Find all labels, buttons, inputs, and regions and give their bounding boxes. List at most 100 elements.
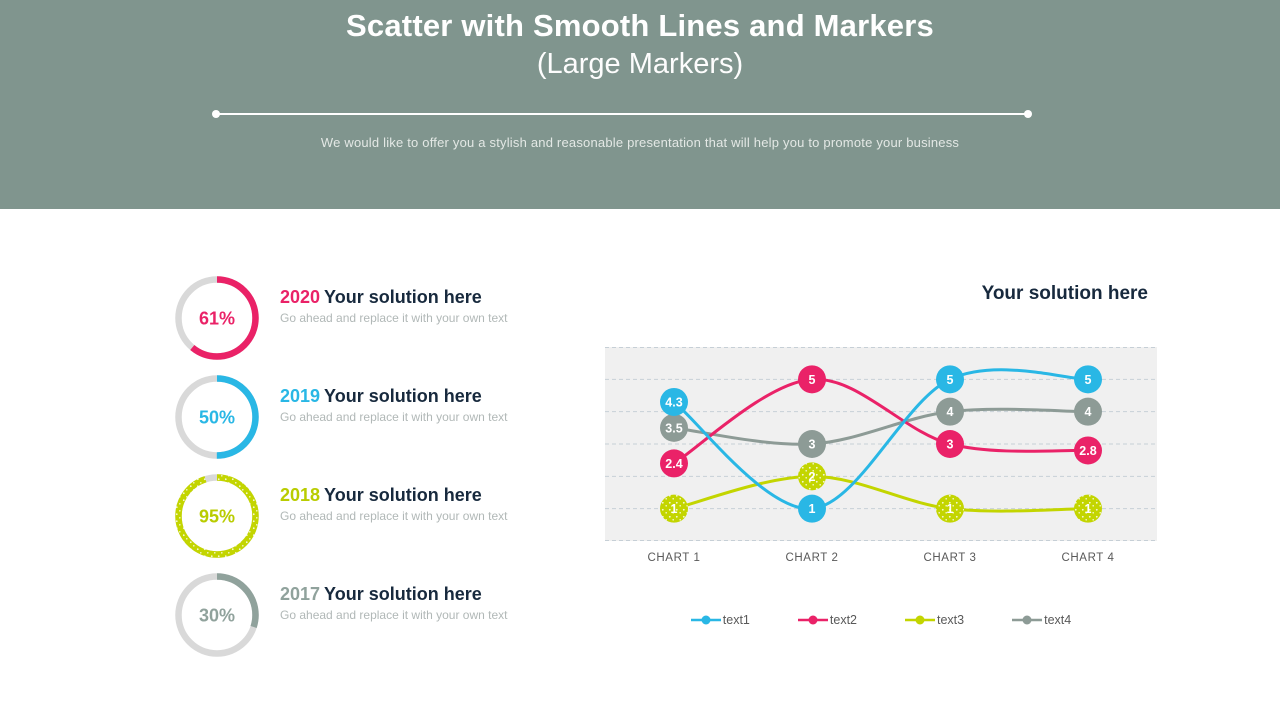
series-text2-data-label-4: 2.8 bbox=[1079, 444, 1096, 458]
solution-item-title: 2017 Your solution here bbox=[280, 584, 507, 605]
solution-item-2017: 30% 2017 Your solution here Go ahead and re… bbox=[175, 573, 575, 657]
slide-title-line1: Scatter with Smooth Lines and Markers bbox=[346, 8, 934, 43]
series-text3-data-label-3: 1 bbox=[947, 502, 954, 516]
solution-item-year: 2017 bbox=[280, 584, 321, 604]
series-text3-data-label-4: 1 bbox=[1085, 502, 1092, 516]
series-text2-data-label-3: 3 bbox=[947, 438, 954, 452]
chart-x-axis-labels: CHART 1 CHART 2 CHART 3 CHART 4 bbox=[605, 552, 1157, 564]
series-text2-marker-1 bbox=[660, 449, 688, 478]
chart-title: Your solution here bbox=[981, 283, 1148, 304]
ring-arc bbox=[175, 276, 259, 360]
ring-arc bbox=[175, 474, 259, 558]
solution-item-text: 2018 Your solution here Go ahead and repla… bbox=[280, 474, 507, 558]
legend-dot bbox=[808, 615, 818, 625]
progress-ring-svg: 30% bbox=[175, 573, 259, 657]
legend-marker-text1 bbox=[690, 615, 721, 625]
series-text2-marker-4 bbox=[1074, 436, 1102, 465]
series-text4-marker-4 bbox=[1074, 397, 1102, 426]
solution-item-2019: 50% 2019 Your solution here Go ahead and re… bbox=[175, 375, 575, 459]
legend-label-text2: text2 bbox=[829, 613, 857, 627]
solution-item-heading: Your solution here bbox=[324, 584, 482, 604]
solution-item-heading: Your solution here bbox=[324, 485, 482, 505]
series-text2-data-label-1: 2.4 bbox=[665, 457, 682, 471]
legend-marker-text3 bbox=[905, 615, 935, 625]
series-text1-data-label-4: 5 bbox=[1085, 373, 1092, 387]
legend-item-text4: text4 bbox=[1012, 613, 1071, 627]
series-text1-data-label-3: 5 bbox=[947, 373, 954, 387]
solution-item-title: 2019 Your solution here bbox=[280, 386, 507, 407]
divider-dot-right bbox=[1024, 109, 1032, 118]
legend-marker-text2 bbox=[797, 615, 828, 625]
solution-item-year: 2019 bbox=[280, 386, 321, 406]
series-text4-data-label-1: 3.5 bbox=[665, 421, 682, 435]
divider-line bbox=[216, 112, 1028, 115]
ring-percent-label: 95% bbox=[199, 506, 235, 526]
ring-percent-label: 30% bbox=[199, 605, 235, 625]
series-text1-data-label-1: 4.3 bbox=[665, 395, 682, 409]
legend-dot bbox=[701, 615, 711, 625]
legend-dot bbox=[915, 615, 925, 625]
legend-dot bbox=[1022, 615, 1032, 625]
solution-item-subtitle: Go ahead and replace it with your own te… bbox=[280, 608, 508, 622]
solution-item-year: 2020 bbox=[280, 287, 321, 307]
legend-label-text1: text1 bbox=[722, 613, 750, 627]
progress-ring-2019: 50% bbox=[175, 375, 259, 459]
slide-title-line2: (Large Markers) bbox=[536, 48, 744, 80]
series-text4-data-label-3: 4 bbox=[947, 405, 954, 419]
legend-label-text4: text4 bbox=[1044, 613, 1072, 627]
series-text1-line bbox=[672, 368, 1090, 511]
title-divider bbox=[212, 109, 1032, 118]
series-text2-marker-2 bbox=[798, 365, 826, 394]
series-text1-marker-1 bbox=[660, 387, 688, 416]
x-axis-label-1: CHART 1 bbox=[647, 552, 701, 564]
progress-ring-2020: 61% bbox=[175, 276, 259, 360]
series-text3-marker-2 bbox=[798, 462, 826, 491]
solution-item-year: 2018 bbox=[280, 485, 321, 505]
series-text4-marker-1 bbox=[660, 413, 688, 442]
ring-percent-label: 61% bbox=[199, 308, 235, 328]
series-text2-line bbox=[672, 377, 1090, 465]
series-text2-marker-3 bbox=[936, 430, 964, 458]
solution-item-2018: 95% 2018 Your solution here Go ahead and re… bbox=[175, 474, 575, 558]
series-text3-data-label-1: 1 bbox=[671, 502, 678, 516]
series-text1-marker-4 bbox=[1074, 365, 1102, 394]
ring-arc bbox=[175, 573, 259, 657]
x-axis-label-3: CHART 3 bbox=[923, 552, 977, 564]
series-text3-data-label-2: 2 bbox=[809, 470, 816, 484]
series-text1-marker-3 bbox=[936, 365, 964, 394]
progress-ring-svg: 50% bbox=[175, 375, 259, 459]
legend-marker-text4 bbox=[1012, 615, 1043, 625]
x-axis-label-4: CHART 4 bbox=[1061, 552, 1115, 564]
slide-subtitle: We would like to offer you a stylish and… bbox=[320, 135, 960, 150]
legend-item-text1: text1 bbox=[690, 613, 750, 627]
series-text3-line bbox=[672, 474, 1090, 513]
ring-percent-label: 50% bbox=[199, 407, 235, 427]
progress-ring-svg: 95% bbox=[175, 474, 259, 558]
solution-item-heading: Your solution here bbox=[324, 386, 482, 406]
solution-item-2020: 61% 2020 Your solution here Go ahead and re… bbox=[175, 276, 575, 360]
solution-item-heading: Your solution here bbox=[324, 287, 482, 307]
progress-ring-2017: 30% bbox=[175, 573, 259, 657]
legend-item-text3: text3 bbox=[905, 613, 964, 627]
series-text4-data-label-4: 4 bbox=[1085, 405, 1092, 419]
series-text4-line bbox=[672, 407, 1090, 446]
solution-items-list: 61% 2020 Your solution here Go ahead and re… bbox=[175, 276, 575, 657]
solution-item-text: 2020 Your solution here Go ahead and repla… bbox=[280, 276, 507, 360]
series-text1-marker-2 bbox=[798, 494, 826, 523]
solution-item-title: 2018 Your solution here bbox=[280, 485, 507, 506]
legend-item-text2: text2 bbox=[797, 613, 857, 627]
series-text4-marker-2 bbox=[798, 430, 826, 458]
scatter-smooth-lines-chart: 3.5 3 4 4 2.4 5 3 2.8 1 2 1 1 4.3 1 5 5 bbox=[605, 347, 1157, 541]
chart-legend: text1 text2 text3 text4 bbox=[605, 613, 1157, 627]
header: Scatter with Smooth Lines and Markers (L… bbox=[0, 0, 1280, 209]
series-text1-data-label-2: 1 bbox=[809, 502, 816, 516]
ring-arc bbox=[175, 375, 259, 459]
series-text4-marker-3 bbox=[936, 397, 964, 426]
x-axis-label-2: CHART 2 bbox=[785, 552, 839, 564]
solution-item-text: 2019 Your solution here Go ahead and repla… bbox=[280, 375, 507, 459]
solution-item-text: 2017 Your solution here Go ahead and repla… bbox=[280, 573, 507, 657]
series-text3-marker-4 bbox=[1074, 494, 1102, 523]
series-text4-data-label-2: 3 bbox=[809, 438, 816, 452]
progress-ring-2018: 95% bbox=[175, 474, 259, 558]
solution-item-subtitle: Go ahead and replace it with your own te… bbox=[280, 509, 508, 523]
